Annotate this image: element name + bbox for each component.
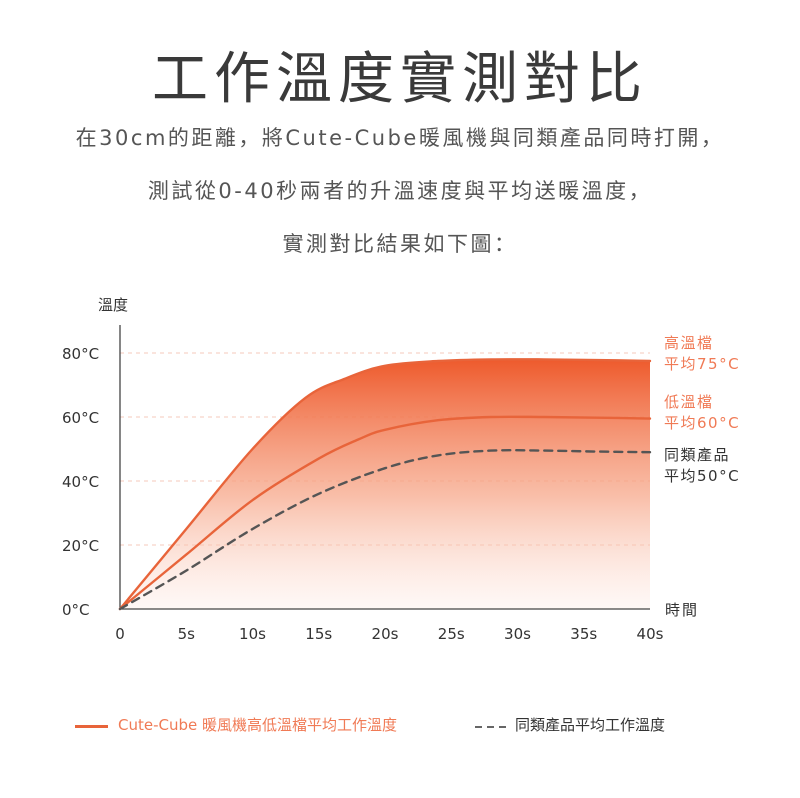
x-axis-title: 時間: [665, 601, 699, 619]
annotation-low-1: 平均60°C: [664, 414, 740, 432]
x-tick-label: 35s: [570, 625, 597, 643]
description-line-2: 測試從0-40秒兩者的升溫速度與平均送暖溫度，: [147, 179, 653, 203]
x-tick-label: 40s: [637, 625, 664, 643]
y-tick-label: 40°C: [62, 473, 99, 491]
description-line-1: 在30cm的距離，將Cute-Cube暖風機與同類產品同時打開，: [75, 126, 725, 150]
y-tick-label: 60°C: [62, 409, 99, 427]
annotation-other-0: 同類產品: [664, 446, 730, 464]
x-tick-label: 20s: [372, 625, 399, 643]
series-line-other: [118, 449, 652, 611]
y-axis-title: 溫度: [98, 296, 128, 314]
chart-legend: Cute-Cube 暖風機高低溫檔平均工作溫度 同類產品平均工作溫度: [0, 714, 800, 738]
annotation-high-1: 平均75°C: [664, 355, 740, 373]
x-tick-label: 10s: [239, 625, 266, 643]
page-title: 工作溫度實測對比: [152, 47, 648, 112]
annotation-other-1: 平均50°C: [664, 467, 740, 485]
y-tick-label: 80°C: [62, 345, 99, 363]
description-line-3: 實測對比結果如下圖：: [282, 232, 518, 256]
legend-label-cute-cube: Cute-Cube 暖風機高低溫檔平均工作溫度: [118, 716, 398, 734]
legend-swatch-cute-cube: [75, 725, 108, 728]
high-temp-area: [120, 359, 650, 609]
x-tick-label: 5s: [178, 625, 196, 643]
x-tick-label: 0: [115, 625, 125, 643]
x-tick-label: 25s: [438, 625, 465, 643]
temperature-chart: 0°C 20°C 40°C 60°C 80°C 0 5s 10s 15s 20s 25s 30s 35s…: [62, 296, 740, 643]
x-tick-label: 15s: [305, 625, 332, 643]
annotation-high-0: 高溫檔: [664, 334, 714, 352]
x-tick-label: 30s: [504, 625, 531, 643]
y-tick-label: 0°C: [62, 601, 90, 619]
annotation-low-0: 低溫檔: [664, 393, 714, 411]
series-line-high: [118, 358, 652, 611]
legend-label-other: 同類產品平均工作溫度: [515, 716, 666, 734]
series-line-low: [118, 415, 652, 611]
legend-swatch-other: [475, 726, 508, 728]
y-tick-label: 20°C: [62, 537, 99, 555]
